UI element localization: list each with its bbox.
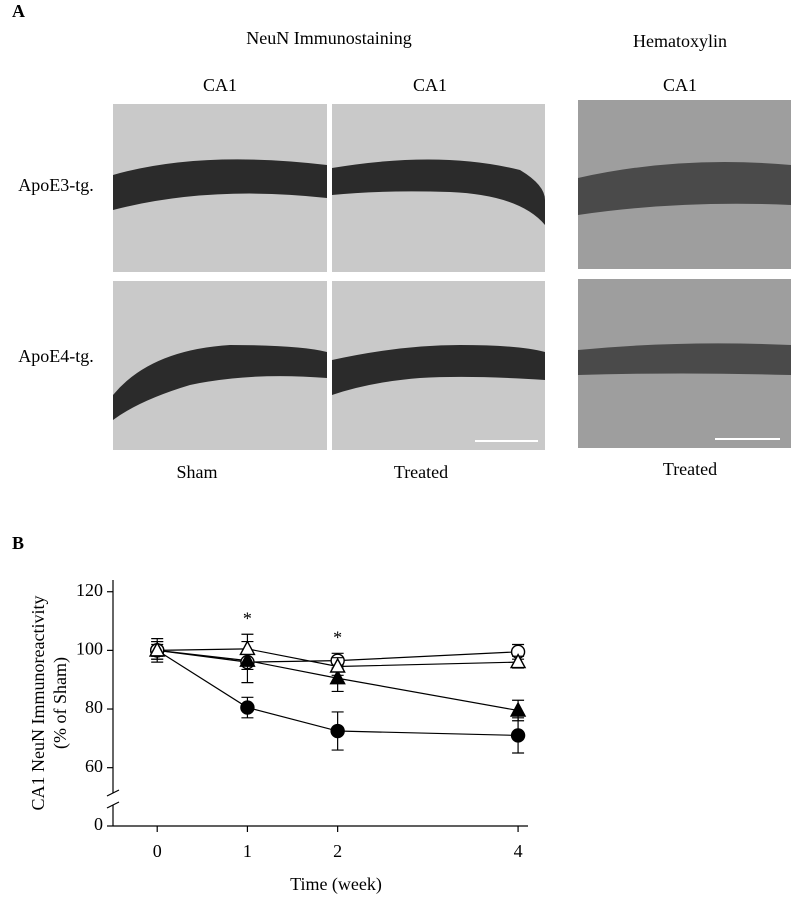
column-label: CA1 [203,75,237,95]
micrographs [113,100,791,450]
y-tick-label: 80 [85,697,103,717]
series-line [157,649,519,663]
axis-break [106,801,120,809]
x-tick-label: 2 [333,841,342,861]
y-tick-label: 120 [76,580,103,600]
y-tick-label: 60 [85,756,103,776]
footer-label: Treated [394,462,448,482]
marker [240,700,255,715]
series-line [156,649,519,737]
cell-layer [332,345,545,395]
row-label: ApoE3-tg. [18,175,94,195]
cell-layer [578,161,791,215]
footer-label: Sham [176,462,217,482]
cell-layer [332,159,545,225]
cell-layer [578,343,791,375]
annotation: * [243,608,252,628]
marker [330,723,345,739]
series-line [157,648,519,668]
marker [509,701,527,717]
y-axis-label: CA1 NeuN Immunoreactivity [28,596,48,811]
marker [509,653,527,669]
y-tick-label: 100 [76,639,103,659]
marker [329,657,346,673]
axis-break [106,789,120,797]
line-chart: B CA1 NeuN Immunoreactivity (% of Sham) … [12,533,528,895]
panel-label: A [12,1,25,21]
annotation: * [333,627,342,647]
marker [149,641,166,657]
series-line [157,649,519,712]
row-label: ApoE4-tg. [18,346,94,366]
y-tick-label: 0 [94,814,103,834]
marker [510,728,526,743]
x-tick-label: 1 [243,841,252,861]
column-label: CA1 [663,75,697,95]
marker [239,639,256,656]
cell-layer [113,159,327,210]
column-label: CA1 [413,75,447,95]
x-axis-label: Time (week) [290,874,382,895]
y-axis-label: (% of Sham) [50,657,71,749]
footer-label: Treated [663,459,717,479]
marker [329,669,346,685]
x-tick-label: 4 [514,841,523,861]
panel-label: B [12,533,24,553]
cell-layer [113,345,327,420]
header: Hematoxylin [633,31,727,51]
header: NeuN Immunostaining [246,28,411,48]
x-tick-label: 0 [153,841,162,861]
